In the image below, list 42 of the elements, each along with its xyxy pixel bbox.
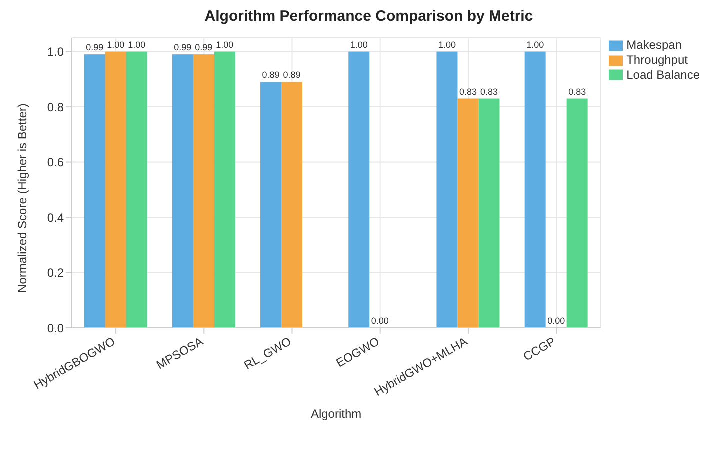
bar [193, 54, 214, 328]
y-tick-label: 0.2 [47, 266, 64, 280]
legend-label: Makespan [626, 38, 682, 52]
x-axis-title: Algorithm [310, 407, 362, 421]
y-axis-title: Normalized Score (Higher is Better) [15, 104, 30, 293]
y-tick-label: 0.6 [47, 156, 64, 170]
data-label: 1.00 [438, 40, 456, 50]
data-label: 1.00 [350, 40, 368, 50]
bar [126, 52, 148, 328]
bar [260, 82, 282, 328]
bar [282, 82, 303, 328]
bar [478, 98, 500, 328]
data-label: 1.00 [526, 40, 544, 50]
data-label: 0.83 [480, 86, 498, 97]
data-label: 0.83 [459, 86, 477, 97]
bar [566, 98, 588, 328]
bar [84, 54, 106, 328]
data-label: 0.89 [262, 70, 280, 80]
data-label: 0.99 [86, 42, 104, 53]
legend-label: Load Balance [626, 68, 700, 82]
data-label: 0.83 [568, 86, 586, 97]
data-label: 0.99 [174, 42, 192, 53]
bar [458, 98, 479, 328]
y-tick-label: 1.0 [47, 45, 64, 60]
bar [172, 54, 194, 328]
y-tick-label: 0.8 [47, 100, 64, 114]
data-label: 0.89 [283, 70, 301, 80]
data-label: 0.00 [548, 316, 566, 326]
chart-title: Algorithm Performance Comparison by Metric [204, 8, 534, 27]
data-label: 1.00 [128, 40, 146, 50]
data-label: 0.00 [371, 316, 389, 326]
data-label: 0.99 [195, 42, 213, 53]
y-tick-label: 0.0 [47, 321, 64, 336]
bar [524, 52, 546, 328]
y-tick-label: 0.4 [47, 210, 64, 225]
bar [348, 52, 370, 328]
bar [105, 52, 126, 328]
bar [214, 52, 236, 328]
data-label: 1.00 [216, 40, 234, 50]
data-label: 1.00 [107, 40, 125, 50]
legend-label: Throughput [626, 52, 688, 67]
bar [436, 52, 458, 328]
